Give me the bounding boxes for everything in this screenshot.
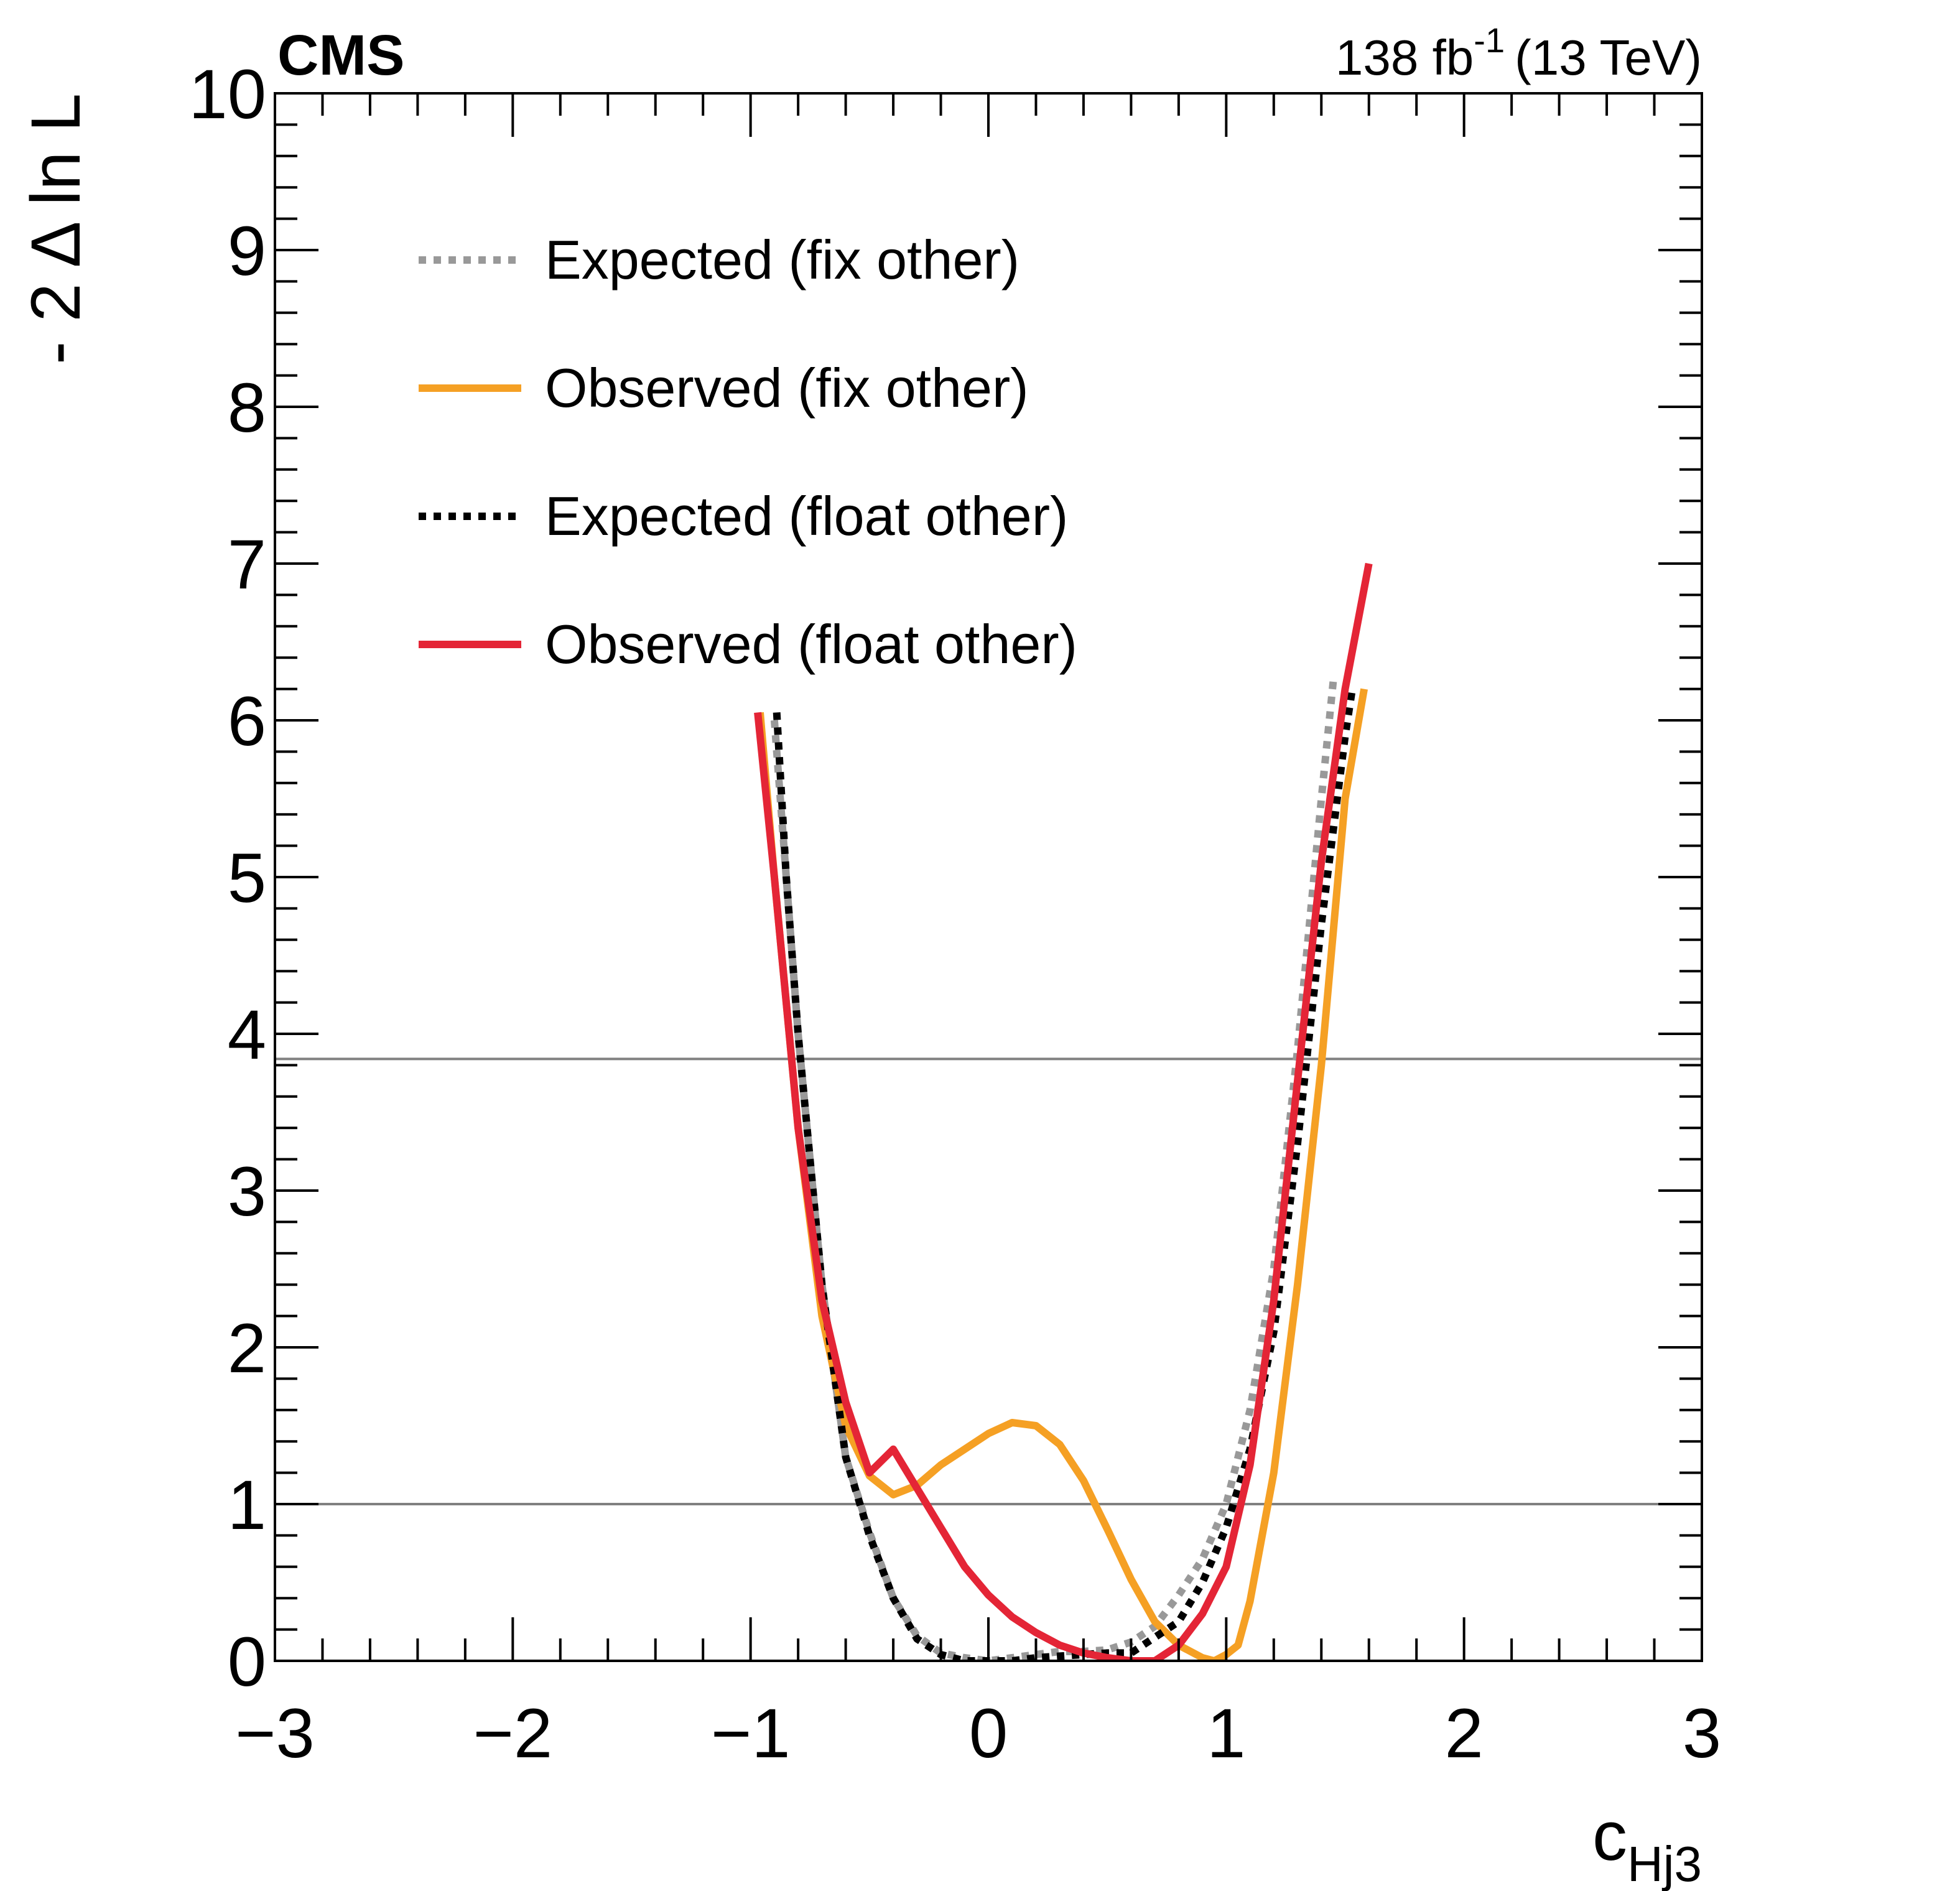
y-tick-label: 4 [228,996,266,1074]
x-tick-label: 1 [1207,1694,1245,1772]
legend: Expected (fix other) Observed (fix other)… [419,229,1077,675]
reference-lines [275,1057,1702,1505]
y-tick-labels: 0 1 2 3 4 5 6 7 8 9 10 [188,55,266,1701]
series-line [756,688,1368,1661]
likelihood-curves [754,562,1373,1661]
legend-label: Expected (fix other) [545,229,1019,290]
y-tick-label: 8 [228,369,266,447]
series-line [770,681,1337,1661]
x-axis-title: cHj3 [1592,1797,1702,1891]
luminosity-unit-exponent: -1 [1474,21,1505,60]
legend-label: Expected (float other) [545,485,1068,547]
legend-label: Observed (fix other) [545,357,1029,419]
x-tick-label: 0 [969,1694,1008,1772]
x-tick-label: 2 [1445,1694,1484,1772]
luminosity-value: 138 fb [1335,30,1474,85]
y-tick-label: 5 [228,839,266,917]
y-tick-label: 10 [188,55,266,133]
energy-value: (13 TeV) [1515,30,1702,85]
x-tick-label: −2 [473,1694,552,1772]
y-tick-label: 7 [228,526,266,603]
plot-frame [274,92,1703,1662]
y-tick-label: 9 [228,212,266,290]
x-tick-label: 3 [1683,1694,1721,1772]
experiment-label: CMS [277,24,404,87]
y-tick-label: 0 [228,1623,266,1701]
y-tick-label: 2 [228,1309,266,1387]
y-tick-label: 1 [228,1466,266,1544]
y-tick-label: 3 [228,1153,266,1230]
x-tick-labels: −3 −2 −1 0 1 2 3 [235,1694,1721,1772]
x-tick-label: −1 [711,1694,791,1772]
x-axis-title-subscript: Hj3 [1627,1836,1702,1891]
legend-label: Observed (float other) [545,613,1077,675]
x-axis-title-symbol: c [1592,1797,1627,1875]
y-axis-title: - 2 Δ ln L [17,93,95,365]
y-tick-label: 6 [228,682,266,760]
series-line [754,562,1373,1661]
series-line [773,688,1356,1661]
luminosity-label: 138 fb-1 (13 TeV) [1335,21,1702,85]
x-tick-label: −3 [235,1694,315,1772]
axis-ticks [274,92,1703,1662]
